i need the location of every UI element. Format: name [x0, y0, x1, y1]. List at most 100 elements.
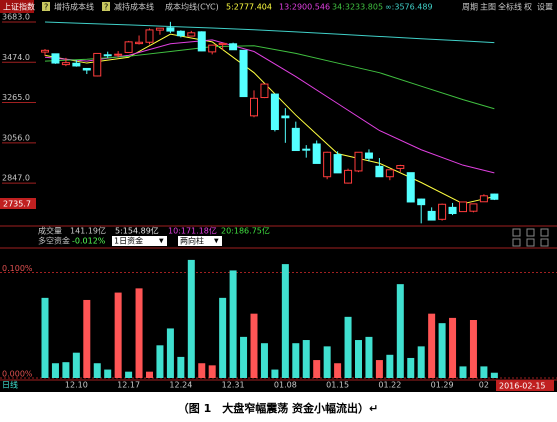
candle-body [61, 62, 70, 66]
bar [334, 363, 342, 378]
y-tick-label: 2847.0 [2, 174, 30, 183]
help-mark: ? [44, 3, 48, 12]
x-tick-label: 01.29 [431, 381, 454, 390]
candle-body [176, 30, 185, 37]
bar [250, 313, 258, 378]
candle-body [229, 43, 238, 51]
bar [281, 264, 289, 378]
bar [323, 346, 331, 378]
bar [208, 365, 216, 378]
menu-item[interactable]: 设置 [537, 2, 553, 12]
bar [166, 328, 174, 378]
cursor-price-tag [0, 198, 36, 209]
bar [146, 371, 153, 378]
selector[interactable]: 1日资金 [114, 236, 143, 246]
bar [449, 317, 457, 378]
x-tick-label: 02 [479, 381, 489, 390]
header-item[interactable]: 减持成本线 [114, 2, 154, 12]
candle-body [344, 169, 353, 184]
candle-body [448, 206, 457, 215]
x-tick-label: 01.15 [326, 381, 349, 390]
bar [490, 372, 498, 378]
candle-body [114, 53, 123, 56]
volume-value: 141.19亿 [70, 226, 106, 236]
bar [187, 259, 195, 378]
bar [428, 313, 436, 378]
selector-box[interactable] [112, 236, 167, 246]
candle-body [396, 165, 405, 169]
bar [302, 340, 310, 378]
candle-body [260, 83, 269, 99]
x-tick-label: 12.31 [222, 381, 245, 390]
volume-ma: 10:171.18亿 [168, 226, 217, 236]
candle-body [208, 44, 217, 53]
fund-title: 多空资金 [38, 236, 70, 246]
y-tick-label: 0.100% [2, 264, 33, 273]
ma-line [44, 21, 495, 44]
candle-body [427, 210, 436, 221]
selector-arrow[interactable]: ▼ [159, 238, 164, 245]
selector[interactable]: 两向柱 [180, 236, 204, 246]
bar [480, 366, 488, 378]
legend-entry: 13:2900.546 [279, 3, 330, 12]
bar [417, 346, 425, 378]
bar [198, 363, 206, 378]
bar [93, 363, 101, 378]
bar [375, 360, 383, 378]
menu-item[interactable]: 周期 [462, 3, 478, 12]
index-tag [0, 0, 34, 13]
panel-icon[interactable] [512, 238, 521, 247]
bar [271, 369, 279, 378]
period-label: 日线 [2, 380, 18, 390]
help-icon[interactable] [102, 2, 110, 11]
candle-body [375, 165, 384, 178]
candle-body [490, 193, 499, 200]
candle-body [385, 169, 394, 178]
menu-item[interactable]: 主图 [480, 2, 496, 12]
candle-body [166, 27, 175, 32]
panel-icon[interactable] [526, 238, 535, 247]
bar [260, 343, 268, 378]
candle-body [250, 97, 258, 117]
x-tick-label: 12.24 [169, 381, 192, 390]
menu-item[interactable]: 全标线 [498, 2, 522, 12]
bar [41, 297, 49, 378]
candle-body [187, 32, 196, 37]
candle-body [270, 93, 279, 131]
candle-body [93, 52, 102, 77]
candle-body [145, 29, 154, 43]
header-item[interactable]: 成本均线(CYC) [165, 2, 219, 12]
bar [83, 299, 91, 378]
bar [365, 336, 373, 378]
bar [438, 323, 446, 378]
candle-body [82, 67, 91, 71]
bar [229, 270, 237, 378]
panel-icon[interactable] [540, 228, 549, 237]
candle-body [155, 27, 164, 31]
panel-icon[interactable] [512, 228, 521, 237]
panel-icon[interactable] [526, 228, 535, 237]
candle-body [135, 41, 144, 45]
bar [125, 371, 133, 378]
candle-body [312, 143, 321, 164]
candle-body [469, 203, 478, 212]
y-tick-label: 0.000% [2, 370, 33, 379]
bar [386, 354, 394, 378]
cursor-price: 2735.7 [3, 200, 31, 209]
candle-body [291, 127, 300, 152]
help-icon[interactable] [42, 2, 50, 11]
bar [396, 284, 404, 378]
y-tick-label: 3474.0 [2, 53, 30, 62]
candle-body [124, 41, 133, 53]
bar [114, 292, 122, 378]
header-item[interactable]: 增持成本线 [54, 2, 94, 12]
selector-arrow[interactable]: ▼ [214, 238, 219, 245]
candle-body [239, 49, 248, 98]
candle-body [323, 151, 332, 178]
selector-box[interactable] [178, 236, 222, 246]
cursor-date: 2016-02-15 [499, 382, 546, 391]
menu-item[interactable]: 权 [524, 2, 532, 12]
panel-icon[interactable] [540, 238, 549, 247]
bar [177, 356, 185, 378]
